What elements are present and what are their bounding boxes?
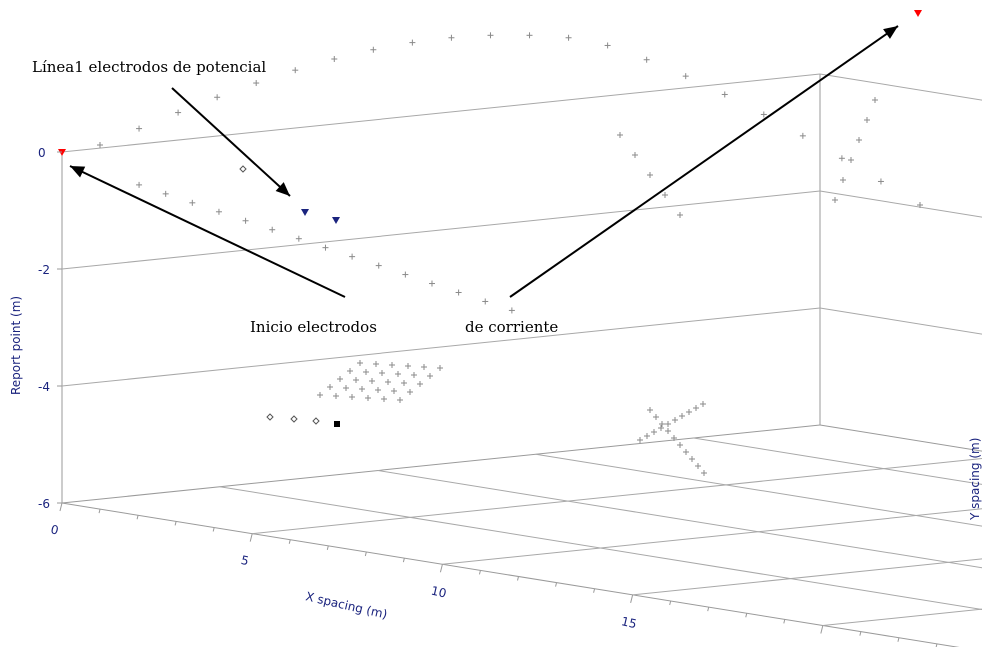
- x-minor-tick: [98, 509, 101, 514]
- current-electrode-end: [914, 10, 922, 17]
- z-tick-labels: 0 -2 -4 -6: [38, 146, 62, 511]
- floor-grid-x-line: [632, 558, 982, 596]
- x-axis-label: X spacing (m): [304, 589, 388, 621]
- floor-grid-y-line: [535, 453, 982, 527]
- floor-grid-y-line: [693, 437, 982, 485]
- arrow-head: [70, 166, 86, 178]
- x-tick-label: 20: [810, 645, 828, 647]
- x-minor-tick: [935, 643, 938, 647]
- x-minor-tick: [555, 582, 558, 587]
- x-tick-mark: [820, 625, 824, 634]
- x-minor-tick: [288, 539, 291, 544]
- floor-marker: [312, 417, 320, 425]
- arrow-to-potential-electrodes: [171, 87, 291, 197]
- y-axis-line-left: [61, 424, 821, 504]
- arrow-head: [275, 182, 290, 196]
- arrow-shaft: [171, 87, 291, 197]
- wall-grid-left: [61, 190, 821, 270]
- potential-electrode: [301, 209, 309, 216]
- x-minor-tick: [517, 576, 519, 581]
- x-axis-line: [61, 502, 960, 647]
- x-minor-tick: [669, 600, 672, 606]
- x-minor-tick: [897, 637, 900, 642]
- x-minor-tick: [136, 515, 139, 520]
- x-minor-tick: [364, 551, 367, 557]
- arrow-to-current-end: [509, 25, 899, 298]
- x-tick-label: 15: [620, 614, 638, 631]
- z-tick-label: -2: [38, 263, 50, 277]
- x-tick-mark: [59, 502, 63, 512]
- arrow-head: [883, 26, 898, 39]
- x-tick-label: 5: [240, 553, 251, 568]
- x-minor-tick: [212, 527, 215, 532]
- wall-grid-back: [819, 73, 982, 101]
- floor-grid-y-line: [377, 470, 982, 569]
- x-tick-mark: [249, 533, 253, 542]
- arrow-to-current-start: [69, 165, 346, 298]
- y-tick-labels: 05101520: [975, 575, 982, 647]
- floor-marker: [266, 413, 274, 421]
- x-tick-mark: [630, 594, 634, 603]
- z-tick-label: 0: [38, 146, 46, 160]
- x-tick-label: 10: [430, 584, 448, 601]
- wall-grid-back: [819, 307, 982, 335]
- floor-grid-x-line: [442, 508, 982, 565]
- x-tick-labels: 0 5 10 15 20: [49, 502, 938, 647]
- z-tick-label: -4: [38, 380, 50, 394]
- x-minor-tick: [326, 545, 329, 550]
- z-axis-label: Report point (m): [9, 296, 23, 395]
- x-tick-mark: [439, 564, 443, 573]
- x-tick-label: 0: [49, 522, 60, 537]
- x-minor-tick: [745, 613, 748, 618]
- wall-grid-back: [819, 190, 982, 218]
- x-minor-tick: [707, 607, 710, 612]
- data-points: [58, 10, 923, 476]
- annotation-current-part1: Inicio electrodos: [250, 318, 377, 336]
- wall-marker: [239, 165, 247, 173]
- floor-grid-x-line: [822, 608, 982, 626]
- floor-marker-square: [334, 421, 340, 427]
- wall-grid-left: [61, 73, 821, 153]
- wall-grid-left: [61, 307, 821, 387]
- z-tick-label: -6: [38, 497, 50, 511]
- x-minor-tick: [593, 588, 596, 593]
- y-axis-label: Y spacing (m): [968, 438, 982, 521]
- x-minor-tick: [783, 619, 786, 624]
- x-minor-tick: [859, 631, 862, 636]
- x-minor-tick: [402, 558, 405, 563]
- wall-grid: [61, 73, 982, 387]
- back-bottom-line: [819, 424, 982, 452]
- x-minor-tick: [478, 570, 481, 575]
- plot-frame: [61, 74, 982, 647]
- annotation-current-part2: de corriente: [465, 318, 558, 336]
- annotation-potential: Línea1 electrodos de potencial: [32, 58, 266, 76]
- floor-marker: [290, 415, 298, 423]
- annotation-arrows: [69, 25, 899, 298]
- arrow-shaft: [509, 25, 899, 298]
- floor-grid-y-line: [219, 486, 982, 610]
- potential-electrode: [332, 217, 340, 224]
- floor-grid: [219, 437, 982, 626]
- x-minor-tick: [174, 521, 177, 526]
- arrow-shaft: [69, 165, 346, 298]
